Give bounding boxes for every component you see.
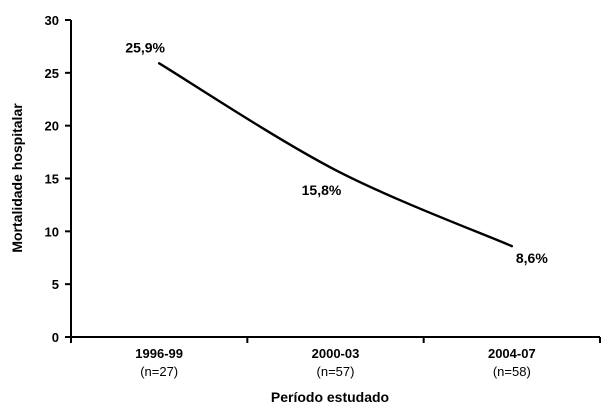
- data-label: 8,6%: [516, 250, 548, 266]
- series-group: [157, 62, 514, 248]
- y-axis-title: Mortalidade hospitalar: [9, 103, 25, 253]
- series-line: [157, 62, 514, 248]
- y-tick-label: 20: [45, 119, 59, 134]
- x-category-sublabel: (n=27): [140, 364, 178, 379]
- y-tick-label: 10: [45, 224, 59, 239]
- y-tick-label: 30: [45, 13, 59, 28]
- x-category-label: 2004-07: [488, 346, 536, 361]
- y-tick-label: 15: [45, 172, 59, 187]
- x-category-label: 2000-03: [312, 346, 360, 361]
- y-ticks: 0 5 10 15 20 25 30: [45, 13, 71, 345]
- data-label: 15,8%: [302, 182, 342, 198]
- data-labels: 25,9% 15,8% 8,6%: [125, 39, 548, 266]
- y-tick-label: 5: [52, 277, 59, 292]
- y-tick-label: 0: [52, 330, 59, 345]
- axes: [70, 20, 600, 338]
- y-tick-label: 25: [45, 66, 59, 81]
- x-category-sublabel: (n=58): [493, 364, 531, 379]
- x-category-sublabel: (n=57): [317, 364, 355, 379]
- x-ticks: 1996-99 (n=27) 2000-03 (n=57) 2004-07 (n=58): [70, 337, 601, 379]
- x-axis-title: Período estudado: [271, 389, 389, 405]
- data-label: 25,9%: [125, 39, 165, 55]
- x-category-label: 1996-99: [135, 346, 183, 361]
